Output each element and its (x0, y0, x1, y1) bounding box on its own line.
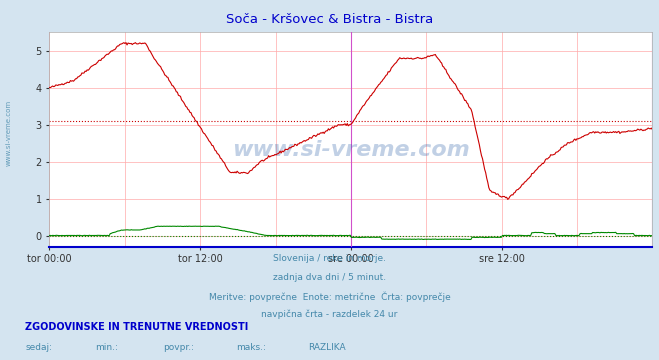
Text: maks.:: maks.: (236, 343, 266, 352)
Text: sedaj:: sedaj: (25, 343, 52, 352)
Text: povpr.:: povpr.: (163, 343, 194, 352)
Text: www.si-vreme.com: www.si-vreme.com (5, 100, 11, 166)
Text: Meritve: povprečne  Enote: metrične  Črta: povprečje: Meritve: povprečne Enote: metrične Črta:… (209, 291, 450, 302)
Text: RAZLIKA: RAZLIKA (308, 343, 346, 352)
Text: Soča - Kršovec & Bistra - Bistra: Soča - Kršovec & Bistra - Bistra (226, 13, 433, 26)
Text: navpična črta - razdelek 24 ur: navpična črta - razdelek 24 ur (262, 310, 397, 319)
Text: min.:: min.: (96, 343, 119, 352)
Text: zadnja dva dni / 5 minut.: zadnja dva dni / 5 minut. (273, 273, 386, 282)
Text: ZGODOVINSKE IN TRENUTNE VREDNOSTI: ZGODOVINSKE IN TRENUTNE VREDNOSTI (25, 322, 248, 332)
Text: Slovenija / reke in morje.: Slovenija / reke in morje. (273, 254, 386, 263)
Text: www.si-vreme.com: www.si-vreme.com (232, 140, 470, 160)
